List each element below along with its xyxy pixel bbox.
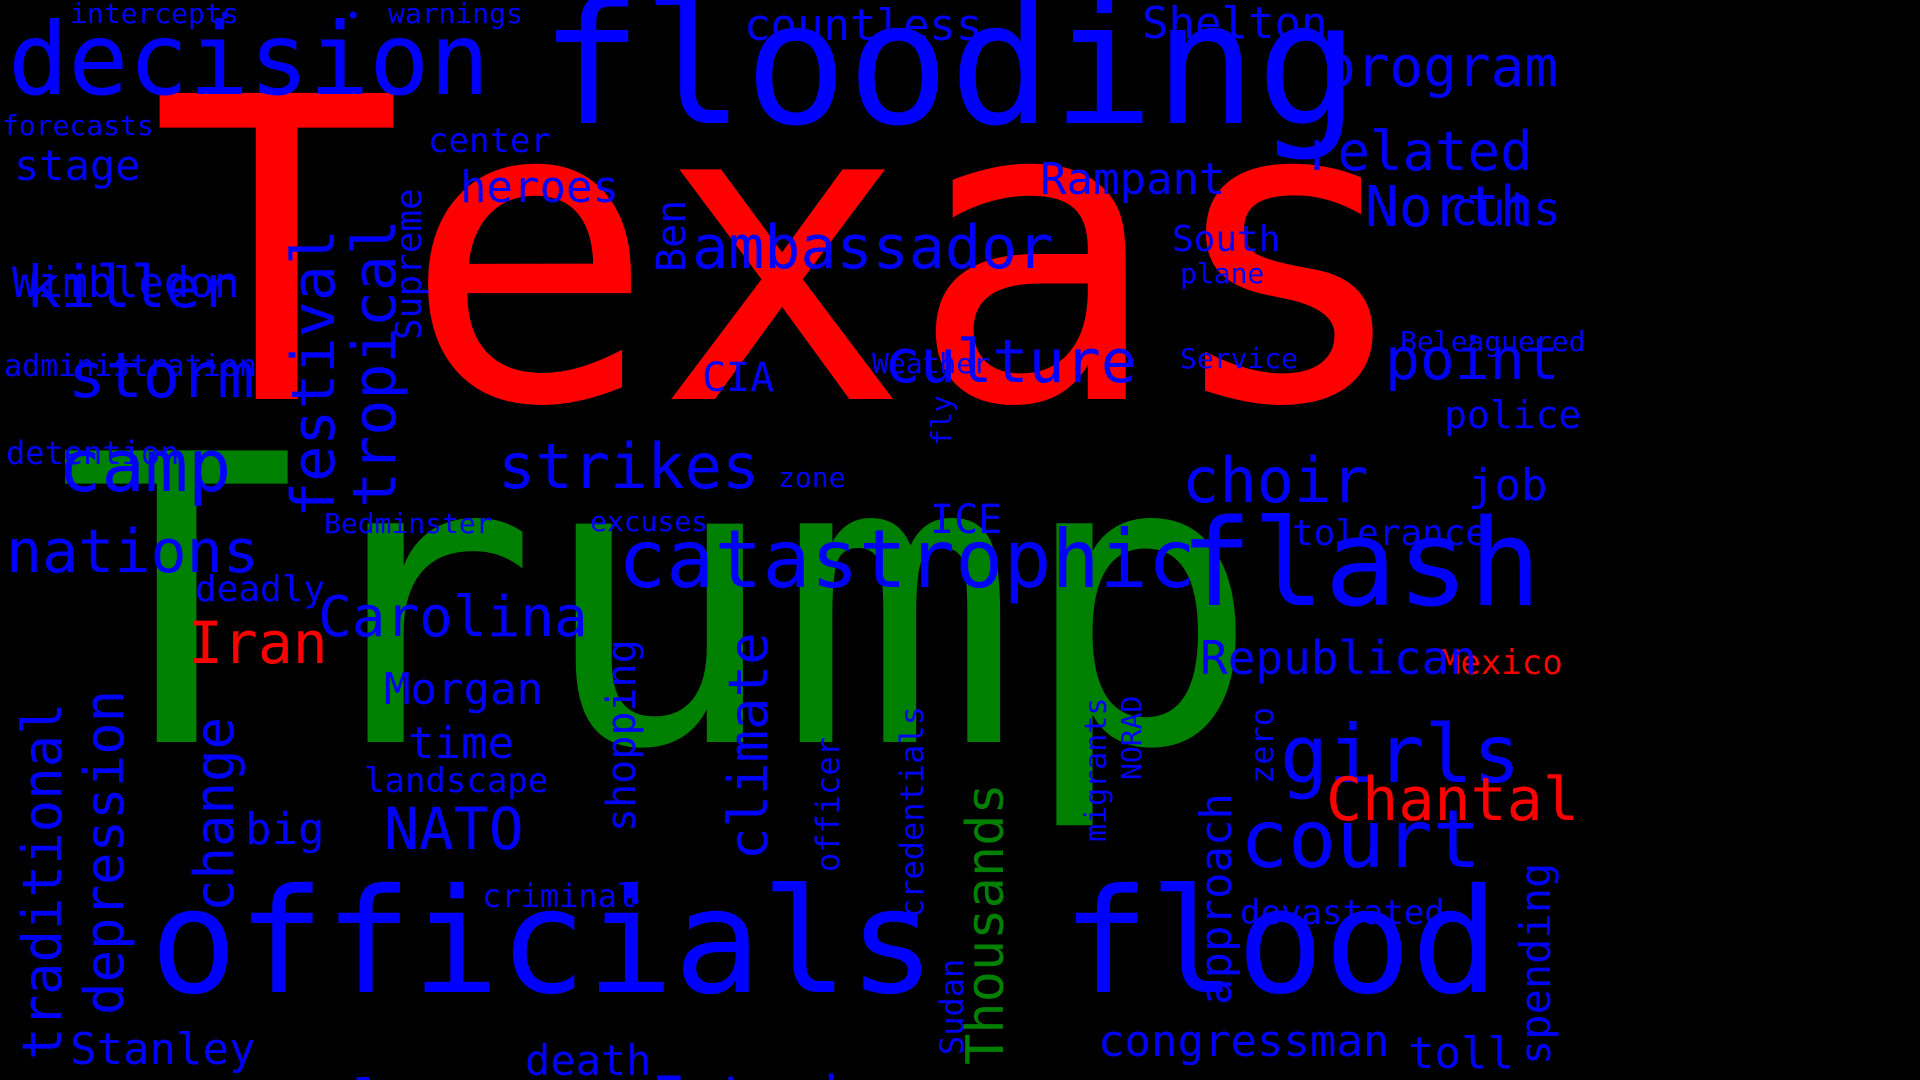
word-job: job <box>1468 460 1548 511</box>
word-stage: stage <box>14 141 141 190</box>
word-choir: choir <box>1182 444 1369 517</box>
word-bedminster: Bedminster <box>324 507 493 540</box>
word-estonias: Estonias <box>652 1070 912 1080</box>
dot-mark: • <box>346 2 361 30</box>
word-approach: spending <box>1511 862 1560 1065</box>
word-republican: approach <box>1191 793 1242 1005</box>
word-excuses: excuses <box>590 505 709 538</box>
word-mexico: Mexico <box>1440 643 1563 683</box>
word-service: Service <box>1180 342 1299 375</box>
word-stanley: Stanley <box>70 1024 256 1075</box>
word-plane: plane <box>1180 257 1265 290</box>
word-beleaguered: Beleaguered <box>1400 325 1586 358</box>
word-credentials: credentials <box>893 706 931 918</box>
word-devastated: devastated <box>1240 893 1445 933</box>
word-criminal: criminal <box>482 877 637 915</box>
word-sudan: Sudan <box>933 958 971 1055</box>
word-cia: CIA <box>702 355 775 401</box>
word-norad: NORAD <box>1115 695 1148 780</box>
word-center: center <box>428 121 551 161</box>
word-storm: storm <box>68 339 255 412</box>
word-depression: depression <box>73 689 136 1015</box>
word-point: point <box>1385 325 1560 393</box>
word-court: court <box>1240 793 1481 886</box>
word-officials: officials <box>150 858 936 1027</box>
word-shelton: Shelton <box>1142 0 1328 49</box>
word-deadly: deadly <box>195 569 326 610</box>
word-camp: camp <box>58 424 232 508</box>
word-death: death <box>525 1036 652 1080</box>
word-rampant: Rampant <box>1040 154 1226 205</box>
word-heroes: heroes <box>460 162 619 213</box>
dot-mark: • <box>218 2 233 30</box>
word-zone: zone <box>778 461 846 494</box>
word-culture: culture <box>884 327 1137 397</box>
word-south: South <box>1172 219 1281 260</box>
word-congressman: congressman <box>1098 1016 1390 1067</box>
word-police: police <box>1444 393 1582 437</box>
word-officer: officer <box>809 737 847 872</box>
word-landscape: landscape <box>364 761 549 801</box>
word-migrants: migrants <box>1079 697 1114 843</box>
word-texas: Texas <box>150 10 1415 499</box>
word-change: change <box>183 716 246 912</box>
word-toll: toll <box>1408 1028 1514 1079</box>
word-festival: festival <box>279 229 349 518</box>
word-related: related <box>1305 120 1533 183</box>
word-time: time <box>408 718 514 769</box>
word-iran: Iran <box>188 609 328 677</box>
word-north: North <box>1365 175 1534 240</box>
word-flooding: flooding <box>540 0 1359 164</box>
word-tolerance: tolerance <box>1292 513 1488 554</box>
word-detention: detention <box>6 434 180 472</box>
word-flash: flash <box>1180 495 1542 634</box>
word-intercepts: intercepts <box>70 0 239 30</box>
word-killer: killer <box>26 253 236 321</box>
word-spending: Republican <box>1200 631 1477 685</box>
word-administration: administration <box>4 349 257 384</box>
word-carolina: Carolina <box>318 585 588 650</box>
word-strikes: strikes <box>498 430 760 503</box>
word-fly: fly <box>925 395 958 446</box>
word-supreme: Supreme <box>389 188 430 340</box>
word-ice: ICE <box>930 497 1003 543</box>
word-big: big <box>245 804 325 855</box>
word-forecasts: forecasts <box>2 109 154 142</box>
word-countless: countless <box>744 0 983 51</box>
word-nations: nations <box>6 517 259 587</box>
word-ben: Ben <box>649 199 695 272</box>
word-traditional: traditional <box>11 702 74 1060</box>
word-decision: decision <box>8 1 490 118</box>
word-catastrophic: catastrophic <box>618 513 1196 606</box>
word-nato: NATO <box>384 795 524 863</box>
word-warnings: warnings <box>388 0 523 30</box>
word-wimbledon: Wimbledon <box>12 258 240 307</box>
word-zero: zero <box>1243 706 1281 784</box>
word-flood: flood <box>1062 858 1499 1027</box>
word-girls: girls <box>1280 708 1521 801</box>
dot-mark: • <box>628 888 643 916</box>
word-chantal: Chantal <box>1326 765 1579 835</box>
word-nuclear: nuclear <box>255 1074 483 1080</box>
word-weather: Weather <box>872 347 991 380</box>
word-morgan: Morgan <box>384 664 543 715</box>
word-ambassador: ambassador <box>692 213 1054 283</box>
word-cuts: cuts <box>1450 182 1561 236</box>
word-trump: Trump <box>56 372 1261 837</box>
word-shopping: shopping <box>599 639 645 832</box>
word-program: program <box>1322 35 1559 100</box>
word-climate: climate <box>717 632 780 860</box>
